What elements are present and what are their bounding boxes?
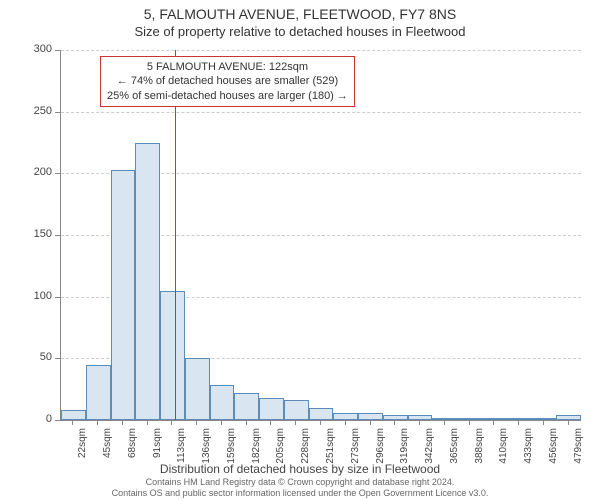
footer-line1: Contains HM Land Registry data © Crown c… [146,477,455,487]
annotation-line3: 25% of semi-detached houses are larger (… [107,89,348,103]
histogram-bar [457,418,482,420]
x-tick-mark [493,420,494,425]
x-tick-mark [543,420,544,425]
histogram-bar [234,393,259,420]
histogram-bar [531,418,556,420]
x-tick-mark [97,420,98,425]
chart-title-address: 5, FALMOUTH AVENUE, FLEETWOOD, FY7 8NS [0,6,600,22]
x-axis-label: Distribution of detached houses by size … [0,462,600,476]
histogram-bar [210,385,235,420]
histogram-bar [185,358,210,420]
y-tick-mark [55,50,60,51]
histogram-bar [284,400,309,420]
x-tick-mark [171,420,172,425]
x-tick-mark [444,420,445,425]
chart-subtitle: Size of property relative to detached ho… [0,24,600,39]
footer-line2: Contains OS and public sector informatio… [112,488,489,498]
histogram-bar [111,170,136,420]
x-tick-mark [72,420,73,425]
histogram-bar [86,365,111,421]
x-tick-mark [122,420,123,425]
gridline [61,50,581,51]
x-tick-mark [518,420,519,425]
histogram-bar [259,398,284,420]
y-tick-label: 200 [12,166,52,178]
y-tick-mark [55,297,60,298]
annotation-line2: ← 74% of detached houses are smaller (52… [107,74,348,88]
x-tick-mark [320,420,321,425]
x-tick-mark [270,420,271,425]
histogram-bar [432,418,457,420]
y-tick-mark [55,420,60,421]
histogram-bar [309,408,334,420]
y-tick-mark [55,358,60,359]
y-tick-label: 50 [12,351,52,363]
y-tick-label: 300 [12,43,52,55]
x-tick-mark [221,420,222,425]
x-tick-mark [394,420,395,425]
histogram-bar [556,415,581,420]
annotation-line1: 5 FALMOUTH AVENUE: 122sqm [107,60,348,74]
gridline [61,112,581,113]
histogram-bar [358,413,383,420]
x-tick-mark [419,420,420,425]
x-tick-mark [370,420,371,425]
x-tick-mark [568,420,569,425]
x-tick-mark [469,420,470,425]
histogram-bar [135,143,160,421]
chart-container: 5, FALMOUTH AVENUE, FLEETWOOD, FY7 8NS S… [0,0,600,500]
histogram-bar [61,410,86,420]
histogram-bar [333,413,358,420]
y-tick-mark [55,235,60,236]
x-tick-mark [246,420,247,425]
x-tick-mark [196,420,197,425]
y-tick-label: 0 [12,413,52,425]
annotation-box: 5 FALMOUTH AVENUE: 122sqm ← 74% of detac… [100,56,355,107]
histogram-bar [160,291,185,421]
footer-attribution: Contains HM Land Registry data © Crown c… [0,477,600,498]
y-tick-mark [55,173,60,174]
y-tick-label: 250 [12,105,52,117]
y-tick-label: 150 [12,228,52,240]
x-tick-mark [295,420,296,425]
y-tick-mark [55,112,60,113]
x-tick-mark [345,420,346,425]
x-tick-mark [147,420,148,425]
y-tick-label: 100 [12,290,52,302]
